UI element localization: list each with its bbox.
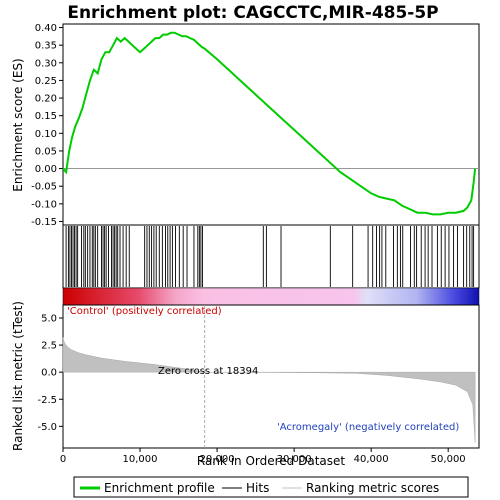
legend: Enrichment profile Hits Ranking metric s… <box>73 476 469 498</box>
rank-color-bar <box>62 287 480 306</box>
es-plot-area <box>62 23 480 226</box>
metric-x-ticks: 0 10,000 20,000 30,000 40,000 50,000 <box>60 448 466 465</box>
positive-annotation: 'Control' (positively correlated) <box>67 306 222 317</box>
x-tick-label: 50,000 <box>431 454 466 465</box>
metric-y-tick-label: 0.0 <box>41 368 57 379</box>
legend-enrichment-label: Enrichment profile <box>104 481 215 495</box>
x-tick-label: 0 <box>60 454 66 465</box>
metric-y-tick-label: 2.5 <box>41 341 57 352</box>
es-y-tick-label: 0.10 <box>35 129 57 140</box>
x-tick-label: 10,000 <box>123 454 158 465</box>
hit-markers <box>65 226 475 287</box>
negative-annotation: 'Acromegaly' (negatively correlated) <box>277 422 459 433</box>
metric-y-ticks: 5.0 2.5 0.0 -2.5 -5.0 <box>37 314 63 433</box>
es-y-tick-label: 0.15 <box>35 111 57 122</box>
metric-y-tick-label: -2.5 <box>37 395 57 406</box>
es-y-tick-label: 0.20 <box>35 94 57 105</box>
legend-hits-label: Hits <box>246 481 269 495</box>
es-y-axis-label: Enrichment score (ES) <box>11 58 25 191</box>
enrichment-score-panel: -0.15 -0.10 -0.05 0.00 0.05 0.10 0.15 0.20 0.25 0… <box>11 23 480 228</box>
es-y-tick-label: -0.15 <box>31 217 57 228</box>
chart-title: Enrichment plot: CAGCCTC,MIR-485-5P <box>67 3 438 23</box>
rank-gradient <box>62 287 480 306</box>
es-y-tick-label: 0.40 <box>35 23 57 34</box>
hits-panel <box>62 224 480 289</box>
ranking-metric-area <box>62 337 476 443</box>
x-tick-label: 40,000 <box>354 454 389 465</box>
es-y-tick-label: 0.05 <box>35 146 57 157</box>
metric-y-tick-label: 5.0 <box>41 314 57 325</box>
es-y-ticks: -0.15 -0.10 -0.05 0.00 0.05 0.10 0.15 0.20 0.25 0… <box>31 23 63 228</box>
es-y-tick-label: -0.05 <box>31 182 57 193</box>
enrichment-profile-line <box>62 31 477 216</box>
legend-box <box>73 476 469 498</box>
x-axis-label: Rank in Ordered Dataset <box>197 454 345 468</box>
x-tick-label: 30,000 <box>277 454 312 465</box>
metric-y-tick-label: -5.0 <box>37 422 57 433</box>
es-y-tick-label: -0.10 <box>31 199 57 210</box>
es-y-tick-label: 0.35 <box>35 41 57 52</box>
zero-cross-annotation: Zero cross at 18394 <box>158 366 258 377</box>
legend-metric-label: Ranking metric scores <box>306 481 439 495</box>
metric-y-axis-label: Ranked list metric (tTest) <box>11 301 25 451</box>
es-y-tick-label: 0.25 <box>35 76 57 87</box>
hits-plot-area <box>62 224 480 289</box>
es-y-tick-label: 0.00 <box>35 164 57 175</box>
ranked-metric-panel: 5.0 2.5 0.0 -2.5 -5.0 0 10,000 20,000 30,000 40,… <box>11 301 480 468</box>
x-tick-label: 20,000 <box>200 454 235 465</box>
es-y-tick-label: 0.30 <box>35 58 57 69</box>
